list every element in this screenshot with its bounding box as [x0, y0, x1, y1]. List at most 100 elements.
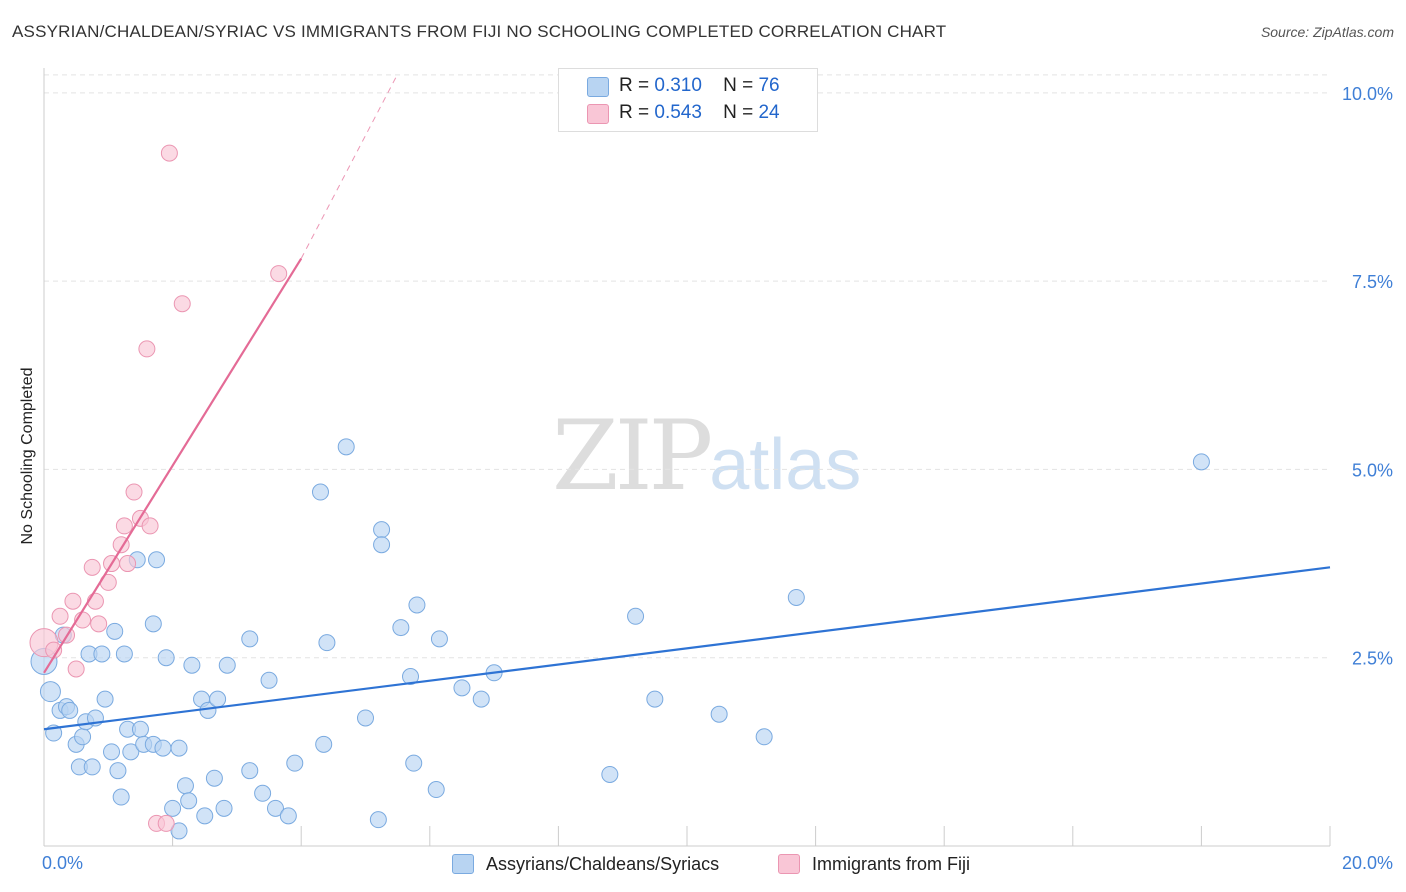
data-point-assyrians — [369, 811, 387, 829]
legend-n-value: 76 — [758, 75, 780, 96]
data-point-assyrians — [241, 630, 259, 648]
x-tick-label: 0.0% — [42, 853, 83, 873]
chart-title: ASSYRIAN/CHALDEAN/SYRIAC VS IMMIGRANTS F… — [12, 22, 947, 41]
legend-swatch-blue — [587, 77, 609, 97]
y-tick-label: 5.0% — [1352, 460, 1393, 480]
trend-line-fiji-extension — [300, 73, 399, 259]
data-point-fiji — [90, 615, 108, 633]
data-point-assyrians — [266, 799, 284, 817]
data-point-assyrians — [183, 656, 201, 674]
data-point-assyrians — [755, 728, 773, 746]
data-point-assyrians — [196, 807, 214, 825]
trend-line-assyrians — [43, 566, 1331, 731]
data-point-assyrians — [83, 758, 101, 776]
data-point-assyrians — [148, 551, 166, 569]
data-point-fiji — [173, 295, 191, 313]
data-point-assyrians — [279, 807, 297, 825]
data-point-assyrians — [144, 615, 162, 633]
data-point-assyrians — [170, 739, 188, 757]
data-point-assyrians — [241, 762, 259, 780]
data-point-assyrians — [254, 784, 272, 802]
data-point-assyrians — [115, 645, 133, 663]
data-point-fiji — [83, 558, 101, 576]
data-point-fiji — [141, 517, 159, 535]
data-point-fiji — [51, 607, 69, 625]
source-note: Source: ZipAtlas.com — [1260, 24, 1394, 40]
data-point-assyrians — [170, 822, 188, 840]
data-point-assyrians — [122, 743, 140, 761]
data-point-assyrians — [1192, 453, 1210, 471]
data-point-assyrians — [710, 705, 728, 723]
data-point-assyrians — [205, 769, 223, 787]
data-point-assyrians — [318, 634, 336, 652]
data-point-assyrians — [453, 679, 471, 697]
data-point-assyrians — [787, 588, 805, 606]
data-point-assyrians — [157, 649, 175, 667]
data-point-assyrians — [315, 735, 333, 753]
data-point-fiji — [157, 814, 175, 832]
legend-n-label: N = — [723, 102, 754, 123]
data-point-assyrians — [472, 690, 490, 708]
trend-lines — [43, 73, 1331, 731]
y-tick-label: 2.5% — [1352, 649, 1393, 669]
legend-text-assyrians: R = 0.310 N = 76 — [619, 75, 780, 97]
data-point-assyrians — [357, 709, 374, 727]
data-point-assyrians — [646, 690, 664, 708]
data-point-assyrians — [373, 521, 391, 539]
grid-lines — [44, 74, 1330, 659]
y-tick-label: 7.5% — [1352, 272, 1393, 292]
legend-r-label: R = — [619, 75, 650, 96]
data-point-assyrians — [103, 743, 121, 761]
series-swatch-pink — [778, 854, 800, 874]
data-point-assyrians — [427, 781, 445, 799]
series-assyrians-points — [30, 438, 1210, 840]
data-point-fiji — [160, 144, 178, 162]
data-point-assyrians — [61, 701, 79, 719]
data-point-assyrians — [373, 536, 391, 554]
data-point-assyrians — [430, 630, 448, 648]
series-legend-label: Immigrants from Fiji — [812, 853, 971, 874]
data-point-assyrians — [286, 754, 304, 772]
data-point-fiji — [125, 483, 143, 501]
data-point-assyrians — [627, 607, 645, 625]
legend-n-label: N = — [723, 75, 754, 96]
data-point-assyrians — [93, 645, 111, 663]
data-point-fiji — [67, 660, 85, 678]
series-swatch-blue — [452, 854, 474, 874]
legend-swatch-pink — [587, 104, 609, 124]
data-point-assyrians — [176, 777, 194, 795]
data-point-assyrians — [402, 668, 420, 686]
data-point-fiji — [86, 592, 104, 610]
x-tick-label: 20.0% — [1342, 853, 1393, 873]
data-point-assyrians — [131, 720, 149, 738]
data-point-assyrians — [337, 438, 355, 456]
data-point-assyrians — [154, 739, 172, 757]
series-legend-assyrians[interactable]: Assyrians/Chaldeans/Syriacs — [452, 852, 719, 876]
data-point-fiji — [270, 265, 288, 283]
series-legend-fiji[interactable]: Immigrants from Fiji — [778, 852, 970, 876]
data-point-assyrians — [164, 799, 182, 817]
data-point-fiji — [119, 555, 137, 573]
correlation-legend: R = 0.310 N = 76 R = 0.543 N = 24 — [558, 68, 818, 132]
trend-line-fiji — [43, 257, 303, 674]
data-point-assyrians — [112, 788, 130, 806]
data-point-assyrians — [96, 690, 114, 708]
data-point-assyrians — [39, 681, 61, 703]
data-point-fiji — [64, 592, 82, 610]
tick-labels: 2.5% 5.0% 7.5% 10.0% 0.0% 20.0% — [42, 84, 1393, 873]
data-point-assyrians — [106, 622, 124, 640]
legend-n-value: 24 — [758, 102, 780, 123]
legend-r-value: 0.543 — [654, 102, 702, 123]
axes — [43, 68, 1331, 847]
data-point-fiji — [138, 340, 156, 358]
data-point-assyrians — [405, 754, 423, 772]
data-point-assyrians — [74, 728, 92, 746]
data-point-assyrians — [180, 792, 198, 810]
data-point-assyrians — [209, 690, 227, 708]
data-point-assyrians — [408, 596, 426, 614]
y-tick-label: 10.0% — [1342, 84, 1393, 104]
y-axis-label: No Schooling Completed — [19, 367, 36, 545]
data-point-assyrians — [311, 483, 329, 501]
data-point-assyrians — [260, 671, 278, 689]
